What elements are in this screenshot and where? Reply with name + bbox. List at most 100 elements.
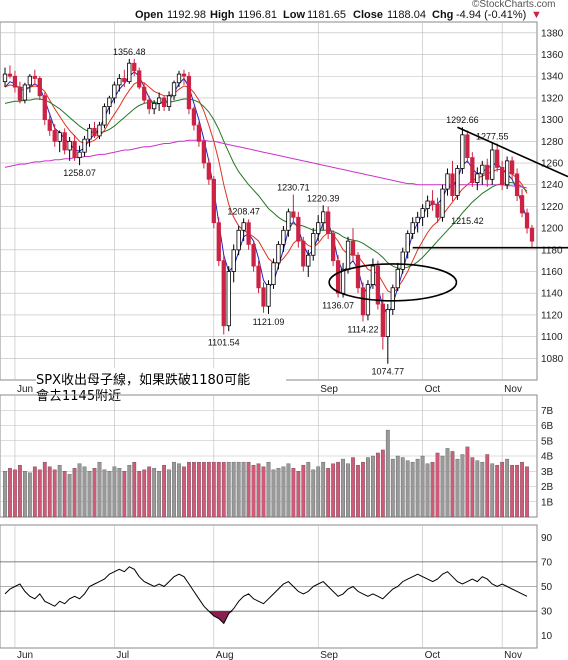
volume-bar bbox=[296, 471, 301, 518]
candle-up bbox=[420, 208, 425, 218]
price-label: 1220.39 bbox=[307, 193, 340, 203]
volume-bar bbox=[92, 468, 97, 518]
month-label: Jun bbox=[17, 384, 33, 395]
candle-down bbox=[519, 195, 525, 214]
candle-up bbox=[455, 168, 460, 196]
candle-down bbox=[132, 62, 137, 72]
month-label-bottom: Aug bbox=[216, 650, 234, 660]
candle-up bbox=[77, 151, 82, 159]
candlesticks bbox=[2, 58, 535, 364]
volume-bar bbox=[52, 469, 57, 518]
volume-tick-label: 4B bbox=[541, 452, 554, 463]
price-tick-label: 1300 bbox=[541, 115, 564, 126]
price-tick-label: 1260 bbox=[541, 159, 564, 170]
moving-average-lines bbox=[4, 71, 528, 316]
volume-bar bbox=[415, 458, 420, 518]
volume-bar bbox=[142, 469, 147, 518]
volume-bar bbox=[216, 461, 221, 518]
volume-bar bbox=[152, 468, 157, 518]
candle-up bbox=[67, 140, 72, 151]
volume-bar bbox=[147, 466, 152, 518]
month-label-bottom: Jun bbox=[17, 650, 33, 660]
candle-down bbox=[251, 243, 256, 267]
high-value: 1196.81 bbox=[238, 9, 277, 21]
volume-panel: 1B 2B 3B 4B 5B 6B 7B bbox=[0, 394, 554, 518]
annotation-box bbox=[36, 368, 286, 404]
volume-bar bbox=[425, 463, 430, 518]
ma-slow-line bbox=[4, 98, 528, 269]
month-label-bottom: Nov bbox=[504, 650, 522, 660]
candle-down bbox=[435, 203, 440, 218]
volume-bar bbox=[251, 464, 256, 518]
candle-down bbox=[12, 75, 18, 88]
candle-up bbox=[311, 233, 316, 256]
candle-up bbox=[156, 97, 162, 104]
candle-down bbox=[221, 260, 226, 327]
candle-down bbox=[524, 212, 530, 229]
candle-down bbox=[509, 160, 515, 175]
volume-bar bbox=[47, 466, 52, 518]
volume-bar bbox=[32, 466, 37, 518]
candle-down bbox=[355, 254, 361, 289]
candle-down bbox=[291, 211, 296, 218]
open-value: 1192.98 bbox=[167, 9, 206, 21]
volume-bar bbox=[172, 461, 176, 518]
candle-up bbox=[231, 249, 236, 272]
volume-bar bbox=[87, 471, 92, 518]
ma-mid-line bbox=[4, 81, 528, 294]
rsi-line bbox=[4, 566, 528, 625]
candle-up bbox=[152, 102, 157, 110]
candle-down bbox=[201, 140, 207, 164]
candle-down bbox=[142, 86, 147, 101]
volume-bar bbox=[395, 455, 400, 518]
ma-long-line bbox=[4, 139, 528, 189]
volume-bar bbox=[380, 449, 385, 518]
annotation-line-2: 會去1145附近 bbox=[36, 389, 121, 404]
volume-bar bbox=[410, 461, 415, 518]
rsi-oversold-area bbox=[208, 611, 234, 624]
volume-bar bbox=[201, 461, 206, 518]
volume-bar bbox=[321, 461, 326, 518]
volume-bar bbox=[231, 461, 236, 518]
volume-bar bbox=[261, 466, 266, 518]
candle-up bbox=[505, 160, 510, 186]
price-axis-labels: 1080 1100 1120 1140 1160 1180 1200 1220 1240 1260… bbox=[541, 28, 564, 364]
volume-bar bbox=[132, 461, 137, 518]
candle-up bbox=[475, 173, 480, 183]
volume-bar bbox=[167, 469, 171, 518]
candle-up bbox=[2, 73, 8, 83]
volume-bar bbox=[326, 468, 331, 518]
month-label-bottom: Jul bbox=[116, 650, 129, 660]
volume-bar bbox=[77, 463, 82, 518]
price-label: 1074.77 bbox=[372, 367, 405, 377]
candle-down bbox=[375, 265, 381, 305]
volume-bar bbox=[117, 468, 122, 518]
candle-down bbox=[326, 211, 331, 234]
volume-bar bbox=[400, 457, 405, 518]
volume-bar bbox=[22, 471, 27, 518]
candle-up bbox=[415, 216, 420, 224]
month-label: Sep bbox=[320, 384, 338, 395]
candle-down bbox=[196, 124, 202, 142]
candle-down bbox=[186, 75, 192, 110]
volume-bar bbox=[490, 463, 495, 518]
price-label: 1292.66 bbox=[446, 115, 479, 125]
volume-bar bbox=[470, 457, 475, 518]
chg-down-marker: ▼ bbox=[531, 9, 542, 21]
rsi-axis-labels: 10 30 50 70 90 bbox=[541, 533, 553, 642]
volume-bar bbox=[331, 463, 336, 518]
volume-bar bbox=[385, 429, 390, 518]
candle-up bbox=[316, 222, 321, 234]
candle-up bbox=[266, 284, 271, 307]
candle-down bbox=[17, 86, 23, 101]
volume-bars bbox=[3, 429, 529, 518]
price-label: 1277.55 bbox=[476, 132, 509, 142]
price-label: 1101.54 bbox=[208, 337, 240, 347]
volume-bar bbox=[316, 466, 321, 518]
candle-down bbox=[7, 73, 13, 77]
volume-bar bbox=[366, 457, 370, 518]
volume-bar bbox=[286, 463, 291, 518]
volume-tick-label: 3B bbox=[541, 467, 554, 478]
candle-down bbox=[62, 132, 67, 151]
